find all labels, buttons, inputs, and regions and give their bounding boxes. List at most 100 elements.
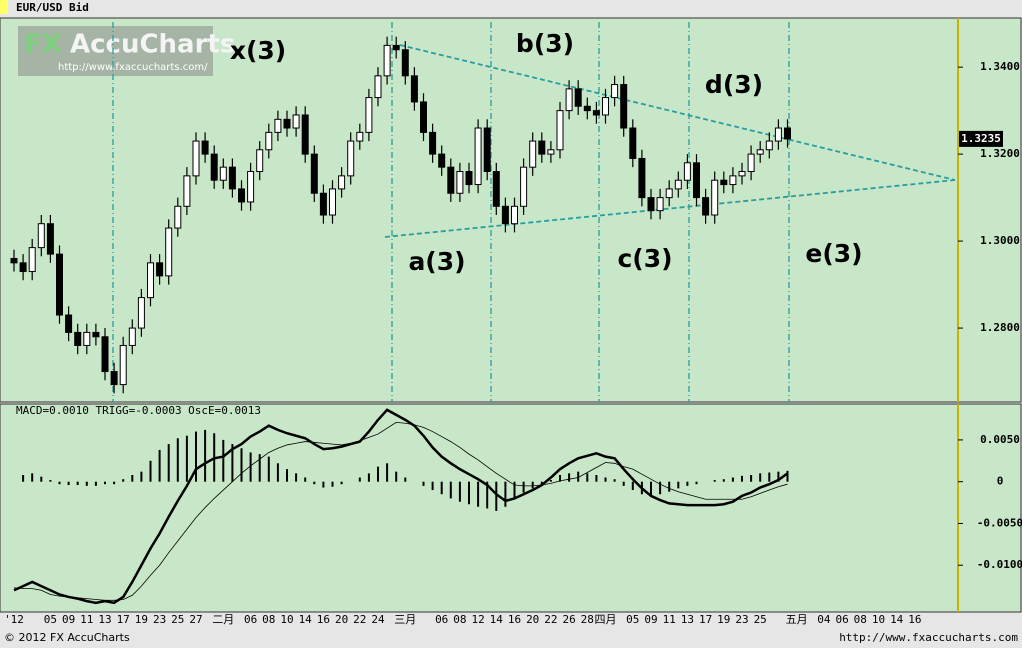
candle-body <box>401 49 409 77</box>
candle-body <box>110 371 118 386</box>
x-tick-label: 08 <box>854 613 867 626</box>
candle-body <box>347 140 355 177</box>
x-tick-label: 13 <box>98 613 111 626</box>
candle-body <box>219 166 227 181</box>
watermark-box <box>18 26 213 76</box>
candle-body <box>501 205 509 225</box>
x-tick-label: 04 <box>817 613 831 626</box>
candle-body <box>128 327 136 346</box>
x-tick-label: 06 <box>435 613 448 626</box>
macd-panel <box>0 403 959 613</box>
candle-body <box>183 175 191 207</box>
macd-title: MACD=0.0010 TRIGG=-0.0003 OscE=0.0013 <box>16 404 261 417</box>
last-price-label: 1.3235 <box>961 132 1001 145</box>
y-tick-label: -0.0100 <box>977 558 1022 571</box>
candle-body <box>338 175 346 190</box>
candle-body <box>483 127 491 173</box>
candle-body <box>147 262 154 299</box>
triangle-lines <box>384 44 956 238</box>
x-tick-label: 10 <box>280 613 293 626</box>
x-tick-label: 06 <box>835 613 848 626</box>
candle-body <box>429 131 437 155</box>
watermark-fx: FX <box>24 30 62 60</box>
corner-marker <box>0 0 8 14</box>
x-tick-label: 20 <box>335 613 348 626</box>
watermark-brand: AccuCharts <box>70 30 235 60</box>
candle-body <box>665 188 673 199</box>
y-tick-label: 1.3200 <box>980 147 1020 160</box>
candle-body <box>410 75 418 103</box>
x-tick-label: 11 <box>663 613 676 626</box>
watermark-url: http://www.fxaccucharts.com/ <box>58 62 208 73</box>
candle-body <box>56 253 63 316</box>
y-tick-label: -0.0050 <box>977 516 1022 529</box>
candle-body <box>46 223 54 255</box>
wave-label: d(3) <box>705 70 763 99</box>
price-axis-panel <box>957 17 1022 403</box>
candle-body <box>774 127 782 142</box>
x-tick-label: 五月 <box>786 613 808 626</box>
candle-body <box>238 188 245 203</box>
candle-body <box>274 118 282 133</box>
candle-body <box>329 188 336 216</box>
x-tick-label: 26 <box>562 613 575 626</box>
x-tick-label: 19 <box>717 613 730 626</box>
x-tick-label: 24 <box>371 613 385 626</box>
candle-body <box>756 149 764 155</box>
x-tick-label: 14 <box>490 613 504 626</box>
candle-body <box>256 149 264 173</box>
price-panel <box>0 17 959 403</box>
x-tick-label: 28 <box>581 613 594 626</box>
x-tick-label: 08 <box>262 613 275 626</box>
candle-body <box>74 331 82 346</box>
macd-line <box>13 408 789 605</box>
candle-body <box>729 175 737 186</box>
x-tick-label: 16 <box>908 613 921 626</box>
x-tick-label: 08 <box>453 613 466 626</box>
last-price-box <box>959 130 1003 147</box>
x-tick-label: 06 <box>244 613 257 626</box>
x-tick-label: 16 <box>508 613 521 626</box>
candle-body <box>192 140 200 177</box>
wave-label: b(3) <box>516 29 574 58</box>
candle-body <box>247 171 255 203</box>
candle-body <box>702 197 710 216</box>
candle-body <box>65 314 73 333</box>
candle-body <box>92 331 100 338</box>
chart-title: EUR/USD Bid <box>16 1 89 14</box>
x-tick-label: 13 <box>681 613 694 626</box>
candle-body <box>28 247 36 273</box>
y-tick-label: 0.0050 <box>980 433 1020 446</box>
candle-body <box>620 84 628 129</box>
y-tick-label: 1.3400 <box>980 60 1020 73</box>
footer-url: http://www.fxaccucharts.com <box>839 631 1018 644</box>
x-tick-label: 17 <box>117 613 130 626</box>
candle-body <box>137 297 145 329</box>
x-tick-label: 22 <box>544 613 557 626</box>
x-tick-label: 四月 <box>595 613 617 626</box>
candle-body <box>119 344 127 386</box>
candle-body <box>784 127 791 140</box>
x-tick-label: 09 <box>62 613 75 626</box>
candle-body <box>201 140 209 155</box>
candle-body <box>492 171 500 207</box>
candle-body <box>765 140 773 151</box>
x-tick-label: 14 <box>890 613 904 626</box>
x-tick-label: 12 <box>471 613 484 626</box>
candle-body <box>456 171 464 194</box>
candle-body <box>301 114 309 155</box>
candle-body <box>210 153 218 181</box>
candle-body <box>602 97 609 116</box>
x-tick-label: 14 <box>299 613 313 626</box>
y-tick-label: 0 <box>997 475 1004 488</box>
candle-body <box>465 171 473 186</box>
x-tick-label: 25 <box>754 613 767 626</box>
y-tick-label: 1.3000 <box>980 234 1020 247</box>
wave-label: a(3) <box>408 247 465 276</box>
x-tick-label: 19 <box>135 613 148 626</box>
wave-label: c(3) <box>617 244 672 273</box>
wave-dividers <box>112 22 790 402</box>
x-tick-label: 25 <box>171 613 184 626</box>
candle-body <box>656 197 664 212</box>
